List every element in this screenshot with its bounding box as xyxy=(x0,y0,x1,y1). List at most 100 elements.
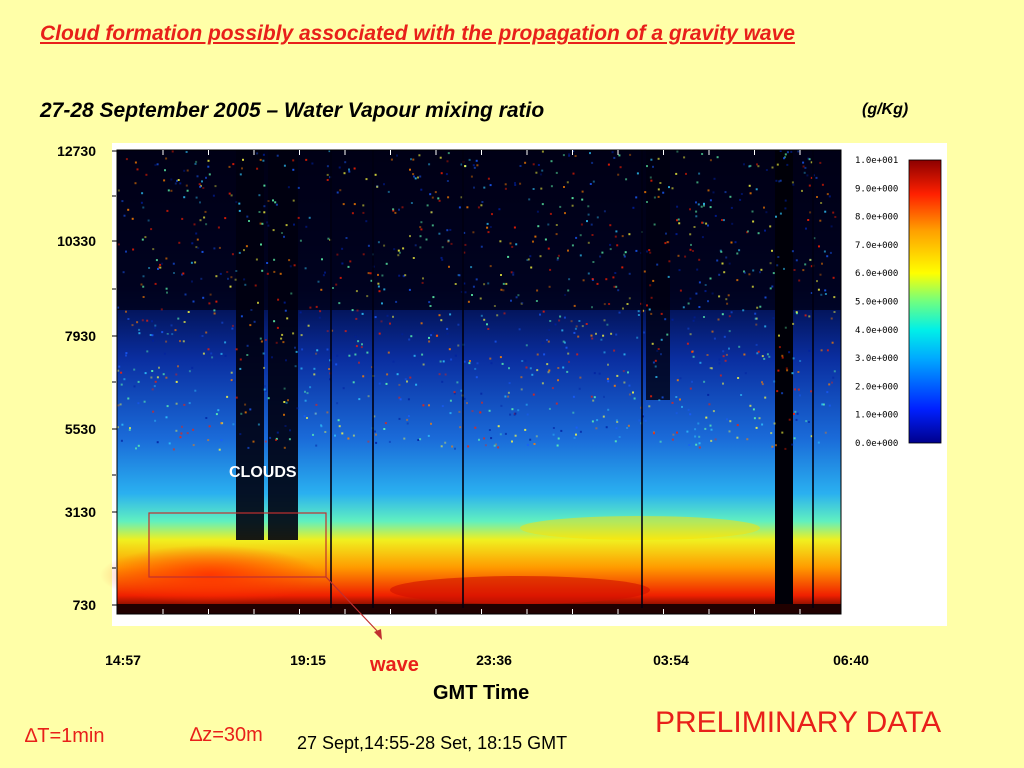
noise-speck xyxy=(261,269,264,272)
noise-speck xyxy=(737,377,740,379)
noise-speck xyxy=(308,216,311,219)
noise-speck xyxy=(142,285,145,288)
noise-speck xyxy=(244,411,247,414)
noise-speck xyxy=(703,316,705,318)
noise-speck xyxy=(689,387,692,390)
noise-speck xyxy=(723,335,726,338)
noise-speck xyxy=(701,153,704,155)
noise-speck xyxy=(579,430,582,433)
noise-speck xyxy=(226,395,229,398)
noise-speck xyxy=(205,223,208,226)
noise-speck xyxy=(314,412,317,415)
noise-speck xyxy=(697,422,700,425)
noise-speck xyxy=(187,311,190,313)
noise-speck xyxy=(239,358,242,361)
noise-speck xyxy=(432,296,435,299)
noise-speck xyxy=(760,268,763,271)
noise-speck xyxy=(562,366,565,369)
noise-speck xyxy=(526,259,529,261)
noise-speck xyxy=(293,223,295,226)
noise-speck xyxy=(726,302,729,305)
noise-speck xyxy=(703,204,705,207)
noise-speck xyxy=(339,276,342,279)
noise-speck xyxy=(736,436,739,439)
noise-speck xyxy=(719,249,722,252)
noise-speck xyxy=(688,444,691,446)
noise-speck xyxy=(678,269,681,272)
noise-speck xyxy=(226,271,229,273)
noise-speck xyxy=(660,312,663,315)
noise-speck xyxy=(214,185,217,188)
noise-speck xyxy=(771,249,773,252)
noise-speck xyxy=(267,224,270,227)
noise-speck xyxy=(622,370,625,373)
noise-speck xyxy=(446,327,449,330)
noise-speck xyxy=(554,323,557,326)
noise-speck xyxy=(771,445,774,448)
noise-speck xyxy=(207,439,210,442)
noise-speck xyxy=(624,251,627,254)
noise-speck xyxy=(338,302,341,305)
noise-speck xyxy=(341,262,344,265)
noise-speck xyxy=(415,383,418,386)
noise-speck xyxy=(704,427,707,430)
noise-speck xyxy=(248,220,250,222)
noise-speck xyxy=(609,248,612,251)
noise-speck xyxy=(557,379,560,382)
noise-speck xyxy=(791,181,794,184)
noise-speck xyxy=(818,245,820,248)
noise-speck xyxy=(581,198,584,201)
noise-speck xyxy=(607,163,610,166)
noise-speck xyxy=(810,390,812,393)
noise-speck xyxy=(712,410,715,413)
noise-speck xyxy=(260,243,262,246)
noise-speck xyxy=(475,159,478,162)
noise-speck xyxy=(667,275,670,278)
noise-speck xyxy=(606,323,609,326)
noise-speck xyxy=(766,353,769,356)
noise-speck xyxy=(407,415,410,418)
noise-speck xyxy=(117,243,120,246)
noise-speck xyxy=(175,373,178,376)
noise-speck xyxy=(519,182,522,185)
noise-speck xyxy=(129,427,131,430)
noise-speck xyxy=(716,259,719,262)
noise-speck xyxy=(601,251,604,254)
noise-speck xyxy=(174,182,177,185)
noise-speck xyxy=(602,334,605,337)
noise-speck xyxy=(626,427,629,429)
noise-speck xyxy=(648,405,651,408)
noise-speck xyxy=(486,226,489,229)
noise-speck xyxy=(784,447,787,450)
noise-speck xyxy=(155,259,158,262)
noise-speck xyxy=(826,391,829,394)
noise-speck xyxy=(355,290,358,293)
noise-speck xyxy=(377,241,380,244)
noise-speck xyxy=(365,220,368,223)
noise-speck xyxy=(186,189,189,192)
noise-speck xyxy=(290,292,293,295)
noise-speck xyxy=(362,204,365,207)
noise-speck xyxy=(282,341,285,344)
noise-speck xyxy=(272,199,274,202)
noise-speck xyxy=(464,165,467,168)
noise-speck xyxy=(163,352,166,355)
noise-speck xyxy=(162,373,165,376)
noise-speck xyxy=(809,258,812,261)
noise-speck xyxy=(351,212,354,215)
noise-speck xyxy=(198,183,201,186)
noise-speck xyxy=(557,254,560,257)
noise-speck xyxy=(557,437,560,440)
y-tick-label: 3130 xyxy=(65,504,96,520)
noise-speck xyxy=(808,421,810,423)
noise-speck xyxy=(151,388,154,391)
noise-speck xyxy=(217,409,220,412)
noise-speck xyxy=(304,390,306,393)
noise-speck xyxy=(707,300,709,303)
noise-speck xyxy=(490,362,493,365)
noise-speck xyxy=(590,223,593,226)
noise-speck xyxy=(392,208,395,211)
noise-speck xyxy=(707,393,710,396)
colorbar-label: 6.0e+000 xyxy=(855,269,898,279)
noise-speck xyxy=(529,438,532,441)
